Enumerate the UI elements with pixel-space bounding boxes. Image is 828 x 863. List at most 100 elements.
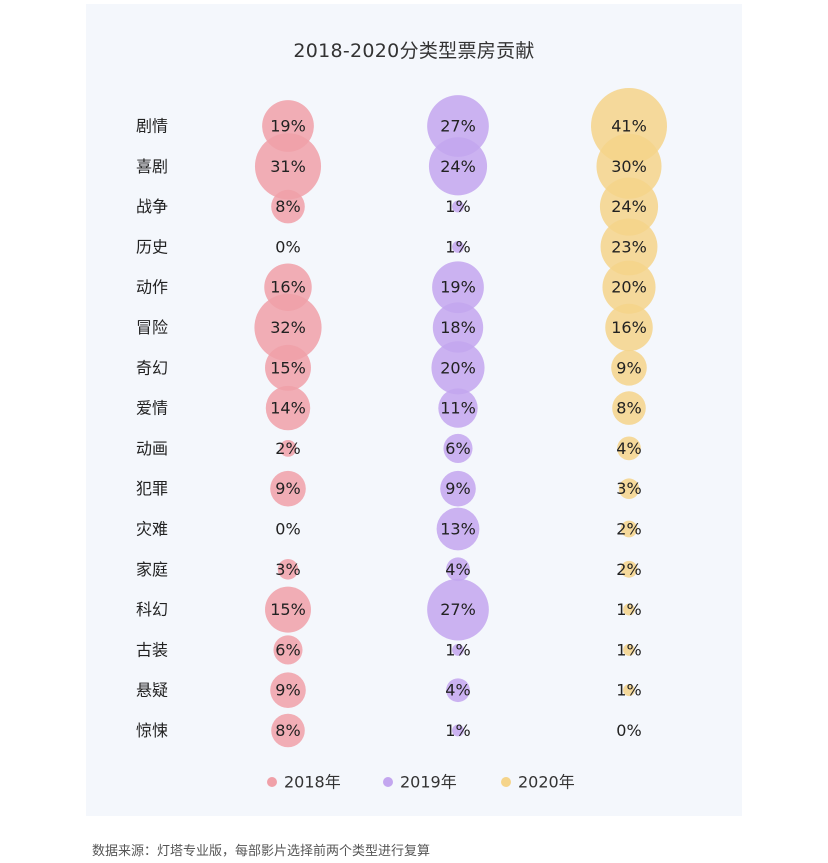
data-label: 9% [275,479,300,498]
bubble [440,470,476,507]
bubble [452,724,464,737]
category-label: 冒险 [136,318,168,337]
bubble [254,293,322,362]
data-label: 24% [440,157,476,176]
data-label: 8% [275,721,300,740]
data-label: 4% [616,439,641,458]
bubble [623,643,635,656]
data-label: 0% [275,237,300,256]
data-label: 16% [270,278,306,297]
chart-title: 2018-2020分类型票房贡献 [293,40,535,62]
bubble [600,218,658,276]
data-label: 13% [440,520,476,539]
data-label: 41% [611,117,647,136]
data-label: 19% [270,117,306,136]
source-note: 数据来源：灯塔专业版，每部影片选择前两个类型进行复算 [92,844,431,859]
bubble [446,678,470,703]
data-label: 20% [440,358,476,377]
bubble [427,95,489,157]
legend-label: 2018年 [284,773,341,792]
data-label: 1% [616,640,641,659]
data-label: 1% [445,640,470,659]
bubble [431,341,485,395]
data-label: 8% [275,197,300,216]
data-label: 6% [275,640,300,659]
data-label: 19% [440,278,476,297]
bubble [427,578,489,641]
bubble [438,388,478,428]
legend-item: 2020年 [501,773,575,792]
bubble [271,189,305,224]
bubble [277,559,299,580]
bubble [602,260,656,314]
category-label: 古装 [136,640,168,659]
bubble [271,713,305,748]
bubble [254,133,322,200]
bubble [265,586,311,633]
bubble [599,177,659,236]
bubble [452,643,464,656]
category-label: 惊悚 [136,721,168,740]
data-label: 9% [445,479,470,498]
data-label: 8% [616,399,641,418]
data-label: 0% [275,520,300,539]
bubble [279,440,297,457]
data-label: 15% [270,358,306,377]
bubble [446,557,470,582]
data-label: 16% [611,318,647,337]
category-label: 喜剧 [136,157,168,176]
data-label: 14% [270,399,306,418]
data-label: 4% [445,560,470,579]
category-label: 历史 [136,237,168,256]
bubble [270,672,306,708]
category-label: 爱情 [136,399,168,418]
data-label: 1% [445,197,470,216]
bubble [452,200,464,213]
category-label: 奇幻 [136,358,168,377]
data-label: 1% [616,681,641,700]
data-label: 20% [611,278,647,297]
bubble [432,302,484,353]
bubble [270,470,306,507]
bubble [432,261,484,314]
bubble [617,436,641,461]
category-label: 动画 [136,439,168,458]
category-label: 悬疑 [136,681,168,700]
data-label: 30% [611,157,647,176]
bubble [273,635,303,665]
category-label: 灾难 [136,520,168,539]
data-label: 11% [440,399,476,418]
category-label: 科幻 [136,600,168,619]
bubble [612,391,646,425]
legend-item: 2018年 [267,773,341,792]
data-label: 27% [440,117,476,136]
data-label: 9% [275,681,300,700]
data-label: 2% [616,560,641,579]
category-label: 犯罪 [136,479,168,498]
data-label: 6% [445,439,470,458]
data-label: 2% [275,439,300,458]
legend-item: 2019年 [383,773,457,792]
bubble [611,350,647,386]
legend-marker [501,777,511,787]
bubble [436,507,480,551]
category-label: 剧情 [136,117,168,136]
data-label: 3% [616,479,641,498]
legend-marker [383,777,393,787]
legend-marker [267,777,277,787]
data-label: 1% [616,600,641,619]
bubble [618,478,640,499]
data-label: 31% [270,157,306,176]
bubble [605,303,653,352]
bubble [620,520,638,538]
bubble [428,137,488,196]
data-label: 3% [275,560,300,579]
data-label: 15% [270,600,306,619]
data-label: 24% [611,197,647,216]
data-label: 0% [616,721,641,740]
data-label: 1% [445,237,470,256]
legend-label: 2020年 [518,773,575,792]
data-label: 23% [611,237,647,256]
data-label: 32% [270,318,306,337]
